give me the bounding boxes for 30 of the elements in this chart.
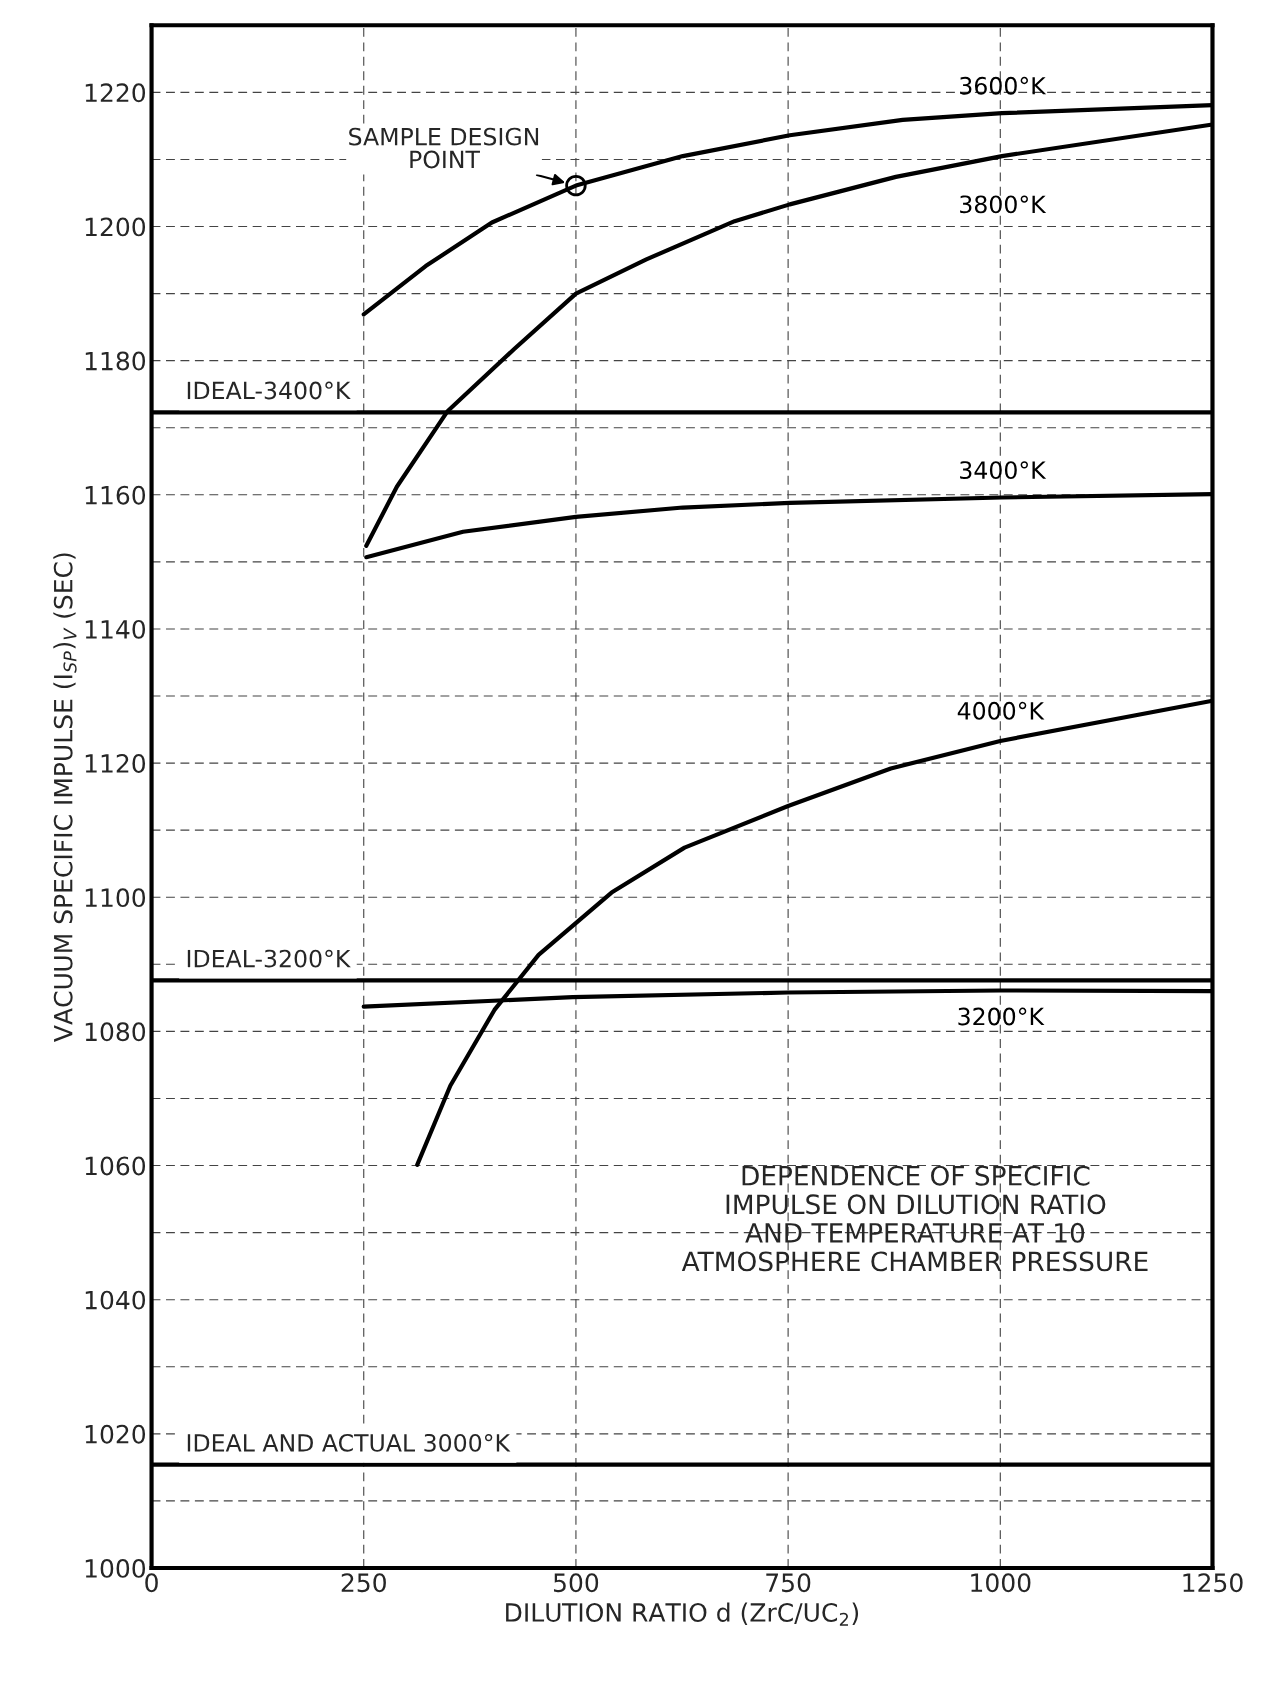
x-tick-label: 1000 (971, 1573, 1031, 1593)
series-label: 3200°K (958, 1007, 1045, 1026)
y-tick-label: 1100 (85, 888, 146, 908)
y-tick-label: 1120 (85, 754, 146, 773)
y-tick-label: 1160 (85, 485, 146, 505)
y-tick-label: 1060 (85, 1156, 146, 1176)
y-axis-title: VACUUM SPECIFIC IMPULSE (I$_{SP}$)$_{V}$ (SEC) (53, 553, 77, 1042)
x-tick-label: 0 (145, 1573, 158, 1593)
y-tick-label: 1000 (85, 1558, 146, 1578)
y-tick-label: 1200 (85, 217, 146, 237)
x-axis-title: DILUTION RATIO d (ZrC/UC$_{2}$) (506, 1602, 859, 1626)
annotation: DEPENDENCE OF SPECIFIC IMPULSE ON DILUTION RATIO AND TEMPERATURE AT 10 ATMOSPHERE CHAMBER PRESSURE (681, 1165, 1148, 1272)
series-label: 3400°K (960, 461, 1047, 480)
series-label: 3600°K (960, 76, 1047, 95)
x-tick-label: 500 (554, 1573, 599, 1593)
ref-line-label: IDEAL-3200°K (187, 949, 351, 968)
ref-line-label: IDEAL-3400°K (187, 381, 351, 400)
x-tick-label: 750 (766, 1573, 811, 1593)
annotation: SAMPLE DESIGN POINT (349, 127, 539, 169)
y-tick-label: 1040 (85, 1290, 146, 1310)
ref-line-label: IDEAL AND ACTUAL 3000°K (187, 1433, 511, 1452)
series-label: 4000°K (957, 701, 1045, 720)
y-tick-label: 1140 (85, 619, 146, 639)
x-tick-label: 1250 (1183, 1573, 1243, 1593)
y-tick-label: 1020 (85, 1424, 146, 1444)
x-tick-label: 250 (341, 1573, 386, 1593)
y-tick-label: 1080 (85, 1022, 146, 1042)
y-tick-label: 1180 (85, 351, 146, 371)
series-label: 3800°K (960, 195, 1047, 214)
y-tick-label: 1220 (85, 83, 146, 103)
